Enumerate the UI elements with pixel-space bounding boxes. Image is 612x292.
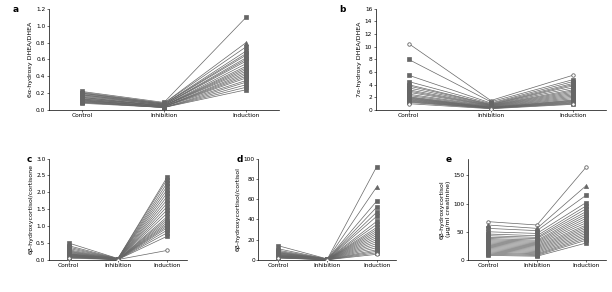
Text: a: a (12, 5, 18, 14)
Y-axis label: 6α-hydroxy DHEA/DHEA: 6α-hydroxy DHEA/DHEA (28, 22, 33, 97)
Y-axis label: 7α-hydroxy DHEA/DHEA: 7α-hydroxy DHEA/DHEA (357, 22, 362, 97)
Text: b: b (339, 5, 345, 14)
Text: e: e (446, 154, 452, 164)
Text: c: c (27, 154, 32, 164)
Y-axis label: 6β-hydroxycortisol/cortisol: 6β-hydroxycortisol/cortisol (236, 167, 241, 251)
Y-axis label: 6β-hydroxycortisol
(μg/ml creatinine): 6β-hydroxycortisol (μg/ml creatinine) (440, 180, 450, 239)
Y-axis label: 6β-hydroxycortisol/cortisone: 6β-hydroxycortisol/cortisone (28, 164, 33, 254)
Text: d: d (236, 154, 243, 164)
